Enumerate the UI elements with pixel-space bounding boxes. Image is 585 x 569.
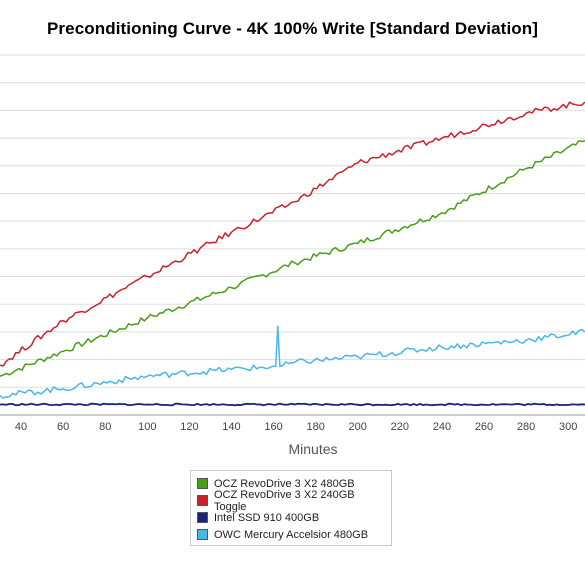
series-lines	[0, 101, 585, 407]
x-tick-label: 220	[391, 421, 409, 433]
x-tick-label: 120	[180, 421, 198, 433]
x-axis-ticks: 40 60 80 100 120 140 160 180 200 220 240 260 280 300	[15, 421, 577, 433]
legend-swatch	[197, 478, 208, 489]
legend-item: OCZ RevoDrive 3 X2 480GB	[197, 475, 385, 492]
legend-label: OWC Mercury Accelsior 480GB	[214, 528, 369, 541]
legend-swatch	[197, 529, 208, 540]
x-tick-label: 240	[433, 421, 451, 433]
legend-swatch	[197, 495, 208, 506]
legend: OCZ RevoDrive 3 X2 480GB OCZ RevoDrive 3 …	[190, 470, 392, 546]
gridlines	[0, 54, 585, 416]
legend-item: OCZ RevoDrive 3 X2 240GB Toggle	[197, 489, 385, 513]
x-tick-label: 80	[99, 421, 111, 433]
x-axis-label: Minutes	[288, 441, 337, 457]
x-tick-label: 100	[138, 421, 156, 433]
x-tick-label: 200	[349, 421, 367, 433]
x-tick-label: 300	[559, 421, 577, 433]
x-tick-label: 280	[517, 421, 535, 433]
legend-label: OCZ RevoDrive 3 X2 480GB	[214, 477, 355, 490]
legend-swatch	[197, 512, 208, 523]
legend-item: OWC Mercury Accelsior 480GB	[197, 526, 385, 543]
x-tick-label: 260	[475, 421, 493, 433]
series-line	[0, 402, 585, 407]
x-tick-label: 160	[264, 421, 282, 433]
x-tick-label: 140	[222, 421, 240, 433]
x-tick-label: 180	[306, 421, 324, 433]
series-line	[0, 140, 585, 377]
x-tick-label: 40	[15, 421, 27, 433]
chart-title: Preconditioning Curve - 4K 100% Write [S…	[46, 19, 538, 38]
series-line	[0, 101, 585, 367]
x-tick-label: 60	[57, 421, 69, 433]
legend-item: Intel SSD 910 400GB	[197, 509, 385, 526]
legend-label: OCZ RevoDrive 3 X2 240GB Toggle	[214, 488, 355, 513]
legend-label: Intel SSD 910 400GB	[214, 511, 320, 524]
series-line	[0, 325, 585, 399]
